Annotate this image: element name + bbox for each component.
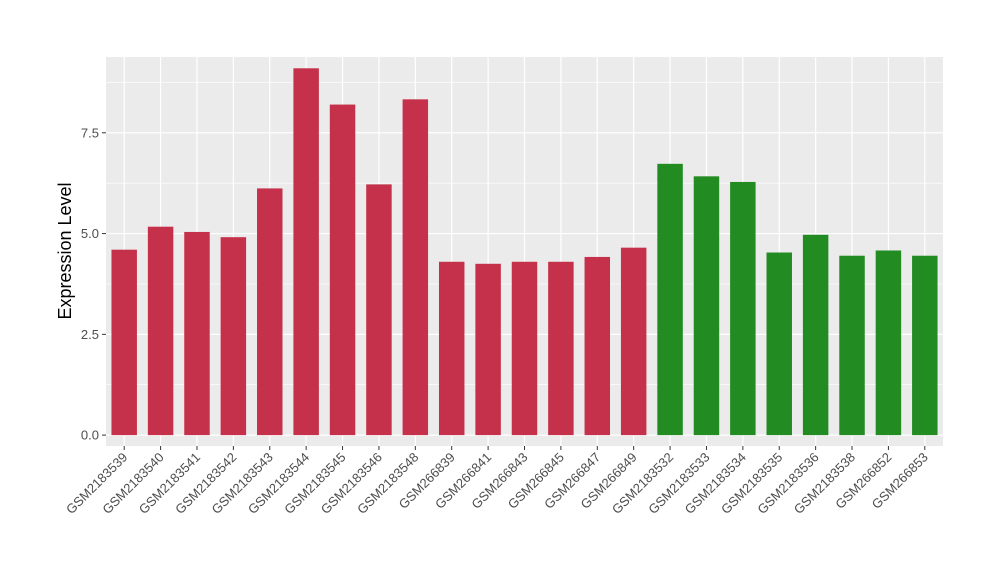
y-tick-label: 2.5 xyxy=(81,327,99,342)
y-tick-label: 7.5 xyxy=(81,125,99,140)
bars xyxy=(111,68,938,436)
bar xyxy=(875,250,902,436)
bar xyxy=(438,261,465,436)
y-tick-label: 0.0 xyxy=(81,428,99,443)
bar xyxy=(730,181,756,436)
bar xyxy=(548,261,574,436)
bar xyxy=(584,256,611,436)
bar xyxy=(147,226,174,436)
bar xyxy=(257,188,283,436)
bar xyxy=(475,263,501,436)
y-axis-title: Expression Level xyxy=(55,182,75,319)
bar xyxy=(220,237,247,436)
bar xyxy=(766,252,792,436)
bar xyxy=(912,255,938,436)
bar xyxy=(657,163,683,436)
y-tick-label: 5.0 xyxy=(81,226,99,241)
bar xyxy=(329,104,356,436)
bar xyxy=(366,184,392,436)
bar xyxy=(693,176,720,436)
bar xyxy=(511,261,538,436)
bar xyxy=(184,231,210,436)
bar xyxy=(111,249,137,436)
x-axis-ticks: GSM2183539GSM2183540GSM2183541GSM2183542… xyxy=(63,446,931,517)
bar xyxy=(802,234,829,436)
bar xyxy=(293,68,319,436)
x-tick-label: GSM2183539 xyxy=(63,450,130,517)
bar xyxy=(839,255,865,436)
bar xyxy=(402,99,429,436)
y-axis-ticks: 0.0 2.5 5.0 7.5 xyxy=(81,125,106,443)
bar xyxy=(620,247,647,436)
